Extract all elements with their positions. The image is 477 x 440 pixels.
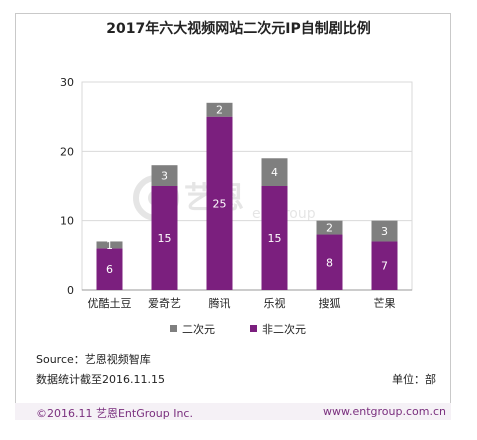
bar-erciyuan — [371, 220, 398, 242]
data-label-erciyuan: 3 — [381, 225, 388, 238]
legend-label: 二次元 — [182, 322, 215, 336]
data-label-fei-erciyuan: 7 — [381, 260, 388, 273]
bar-fei-erciyuan — [371, 241, 398, 290]
chart-frame — [15, 13, 451, 420]
bar-fei-erciyuan — [151, 186, 178, 290]
footer-bar — [15, 403, 451, 420]
bar-fei-erciyuan — [316, 234, 343, 290]
y-tick-label: 10 — [60, 215, 74, 228]
y-tick-label: 30 — [60, 76, 74, 89]
plot-area — [81, 81, 413, 291]
data-label-fei-erciyuan: 25 — [213, 197, 227, 210]
x-tick-label: 腾讯 — [209, 296, 231, 310]
data-label-erciyuan: 3 — [161, 170, 168, 183]
unit-label: 单位：部 — [392, 373, 436, 386]
bar-fei-erciyuan — [261, 186, 288, 290]
bar-erciyuan — [316, 220, 343, 235]
data-label-fei-erciyuan: 15 — [158, 232, 172, 245]
bar-erciyuan — [261, 158, 288, 186]
data-label-erciyuan: 2 — [326, 222, 333, 235]
data-label-fei-erciyuan: 15 — [268, 232, 282, 245]
legend-swatch — [250, 325, 257, 332]
bar-fei-erciyuan — [96, 248, 123, 290]
data-label-erciyuan: 2 — [216, 104, 223, 117]
website-link[interactable]: www.entgroup.com.cn — [323, 405, 446, 418]
legend-swatch — [170, 325, 177, 332]
data-label-erciyuan: 1 — [106, 239, 113, 252]
y-tick-label: 0 — [67, 284, 74, 297]
stats-date: 数据统计截至2016.11.15 — [36, 373, 165, 386]
x-tick-label: 爱奇艺 — [148, 297, 181, 310]
bar-fei-erciyuan — [206, 116, 233, 291]
x-tick-label: 搜狐 — [319, 296, 341, 310]
x-tick-label: 芒果 — [374, 297, 396, 310]
bar-erciyuan — [206, 102, 233, 117]
data-label-fei-erciyuan: 8 — [326, 256, 333, 269]
data-label-fei-erciyuan: 6 — [106, 263, 113, 276]
data-label-erciyuan: 4 — [271, 166, 278, 179]
legend-label: 非二次元 — [262, 322, 306, 336]
bar-chart: 0 10 20 30 6 1 优酷土豆 15 3 爱奇艺 25 2 腾讯 15 4 乐视 8 2 搜狐 7 3 芒果二次元… — [60, 76, 413, 336]
y-tick-label: 20 — [60, 145, 74, 158]
x-tick-label: 优酷土豆 — [88, 297, 132, 310]
copyright-text: ©2016.11 艺恩EntGroup Inc. — [36, 407, 193, 420]
chart-title: 2017年六大视频网站二次元IP自制剧比例 — [106, 21, 371, 37]
bar-erciyuan — [96, 241, 123, 249]
source-label: Source：艺恩视频智库 — [36, 353, 151, 366]
bar-erciyuan — [151, 165, 178, 186]
x-tick-label: 乐视 — [264, 296, 286, 310]
